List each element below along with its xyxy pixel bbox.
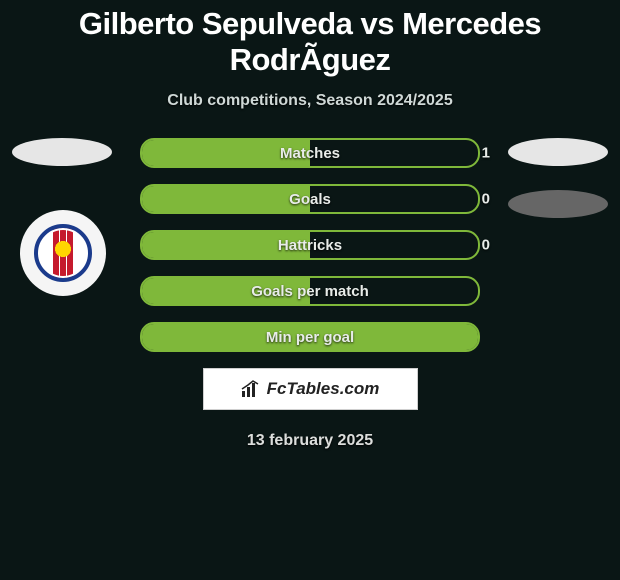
- player-right-placeholder-2: [508, 190, 608, 218]
- player-right-placeholder-1: [508, 138, 608, 166]
- watermark-text: FcTables.com: [267, 379, 380, 399]
- watermark-badge: FcTables.com: [203, 368, 418, 410]
- stat-label: Goals: [289, 191, 331, 208]
- stat-label: Goals per match: [251, 283, 369, 300]
- stat-row-goals-per-match: Goals per match: [140, 276, 480, 306]
- stat-bars: Matches 1 Goals 0 Hattricks 0 Goals per …: [140, 138, 480, 352]
- chart-icon: [241, 379, 261, 399]
- stat-row-goals: Goals 0: [140, 184, 480, 214]
- stat-row-min-per-goal: Min per goal: [140, 322, 480, 352]
- stat-value: 0: [482, 191, 490, 208]
- comparison-panel: Matches 1 Goals 0 Hattricks 0 Goals per …: [0, 138, 620, 450]
- stat-value: 1: [482, 145, 490, 162]
- page-title: Gilberto Sepulveda vs Mercedes RodrÃguez: [0, 0, 620, 82]
- stat-fill: [142, 186, 310, 212]
- stat-row-hattricks: Hattricks 0: [140, 230, 480, 260]
- stat-row-matches: Matches 1: [140, 138, 480, 168]
- footer-date: 13 february 2025: [0, 432, 620, 450]
- page-subtitle: Club competitions, Season 2024/2025: [0, 92, 620, 110]
- club-badge-left: [20, 210, 106, 296]
- stat-label: Min per goal: [266, 329, 354, 346]
- stat-label: Hattricks: [278, 237, 342, 254]
- club-crest-icon: [34, 224, 92, 282]
- player-left-placeholder: [12, 138, 112, 166]
- stat-value: 0: [482, 237, 490, 254]
- stat-label: Matches: [280, 145, 340, 162]
